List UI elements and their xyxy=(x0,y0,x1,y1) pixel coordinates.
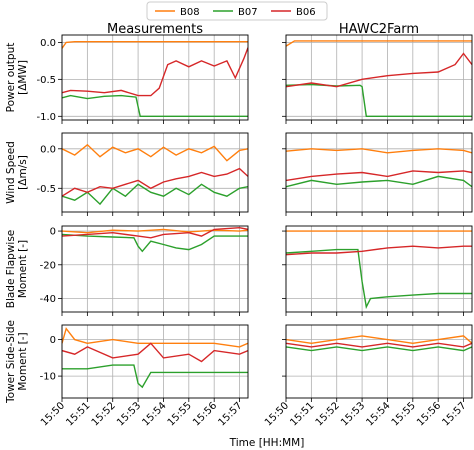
panel-r3-c0: 0 -10 15:5015:5115:5215:5315:5415:5515:561… xyxy=(39,324,249,429)
x-tick-label: 15:51 xyxy=(64,400,92,428)
x-tick-label: 15:55 xyxy=(166,400,194,428)
x-tick-label: 15:53 xyxy=(339,400,367,428)
series-line-b06 xyxy=(286,170,472,182)
legend-frame xyxy=(146,1,328,21)
panel-r0-c1 xyxy=(282,34,473,124)
series-line-b06 xyxy=(62,167,248,197)
column-title-1: HAWC2Farm xyxy=(339,22,419,37)
legend: B08 B07 B06 xyxy=(146,1,328,21)
ylabel-line: Wind Speed xyxy=(5,141,17,204)
series-line-b08 xyxy=(62,228,248,234)
series-line-b06 xyxy=(286,52,472,88)
series-line-b08 xyxy=(286,148,472,154)
series-line-b07 xyxy=(62,233,248,253)
series-line-b08 xyxy=(62,327,248,348)
panel-r1-c1 xyxy=(282,132,473,216)
series-line-b06 xyxy=(62,226,248,239)
series-line-b06 xyxy=(62,47,248,97)
panels: Measurements HAWC2Farm Power output [ΔMW] Wi… xyxy=(5,22,473,429)
panel-frame xyxy=(61,132,249,213)
panel-frame xyxy=(61,34,249,121)
series-line-b07 xyxy=(286,175,472,188)
ylabel-line: Power output xyxy=(5,43,17,113)
series-line-b07 xyxy=(62,94,248,118)
series-line-b07 xyxy=(286,248,472,310)
x-tick-label: 15:51 xyxy=(288,400,316,428)
panel-frame xyxy=(285,132,473,213)
panel-r2-c1 xyxy=(282,225,473,316)
series-line-b07 xyxy=(286,346,472,352)
y-tick-label: 0.0 xyxy=(40,38,56,49)
y-tick-label: -1.0 xyxy=(36,112,56,123)
legend-label-b07: B07 xyxy=(238,7,258,18)
y-tick-label: -40 xyxy=(40,294,56,305)
panel-r2-c0: 0 -20 -40 xyxy=(40,225,249,316)
series-line-b07 xyxy=(62,364,248,389)
x-axis-label: Time [HH:MM] xyxy=(229,437,305,449)
panel-frame xyxy=(285,225,473,313)
x-tick-label: 15:57 xyxy=(217,400,245,428)
x-tick-label: 15:54 xyxy=(364,400,392,428)
series-line-b08 xyxy=(286,40,472,47)
y-tick-label: 0 xyxy=(50,335,56,346)
legend-label-b08: B08 xyxy=(180,7,200,18)
row-ylabel-3: Tower Side-Side Moment [-] xyxy=(5,320,29,404)
panel-frame xyxy=(285,324,473,399)
row-ylabel-2: Blade Flapwise Moment [-] xyxy=(5,230,29,309)
panel-r0-c0: 0.0 -0.5 -1.0 xyxy=(36,34,249,124)
ylabel-line: Tower Side-Side xyxy=(5,320,17,404)
x-tick-label: 15:52 xyxy=(314,400,342,428)
y-tick-label: -0.5 xyxy=(36,184,56,195)
x-tick-label: 15:55 xyxy=(390,400,418,428)
legend-label-b06: B06 xyxy=(296,7,316,18)
x-tick-label: 15:50 xyxy=(263,400,291,428)
x-tick-label: 15:53 xyxy=(115,400,143,428)
panel-r1-c0: 0.0 -0.5 xyxy=(36,132,249,216)
ylabel-line: Moment [-] xyxy=(17,240,29,298)
series-line-b07 xyxy=(286,83,472,118)
series-line-b06 xyxy=(286,245,472,256)
y-tick-label: -20 xyxy=(40,260,56,271)
panel-frame xyxy=(61,324,249,399)
x-tick-label: 15:56 xyxy=(191,400,219,428)
panel-frame xyxy=(285,34,473,121)
column-title-0: Measurements xyxy=(107,22,203,37)
x-tick-label: 15:50 xyxy=(39,400,67,428)
row-ylabel-0: Power output [ΔMW] xyxy=(5,43,29,113)
series-line-b07 xyxy=(62,183,248,206)
series-line-b08 xyxy=(62,41,248,49)
panel-frame xyxy=(61,225,249,313)
ylabel-line: Moment [-] xyxy=(17,332,29,390)
x-tick-label: 15:56 xyxy=(415,400,443,428)
ylabel-line: [ΔMW] xyxy=(17,60,29,95)
y-tick-label: 0 xyxy=(50,227,56,238)
series-line-b08 xyxy=(286,335,472,345)
x-tick-label: 15:52 xyxy=(90,400,118,428)
series-line-b06 xyxy=(286,342,472,348)
y-tick-label: 0.0 xyxy=(40,144,56,155)
series-line-b06 xyxy=(62,342,248,363)
ylabel-line: Blade Flapwise xyxy=(5,230,17,309)
row-ylabel-1: Wind Speed [Δm/s] xyxy=(5,141,29,204)
y-tick-label: -10 xyxy=(40,372,56,383)
series-line-b08 xyxy=(62,143,248,162)
y-tick-label: -0.5 xyxy=(36,75,56,86)
x-tick-label: 15:54 xyxy=(140,400,168,428)
x-tick-label: 15:57 xyxy=(441,400,469,428)
ylabel-line: [Δm/s] xyxy=(17,155,29,190)
